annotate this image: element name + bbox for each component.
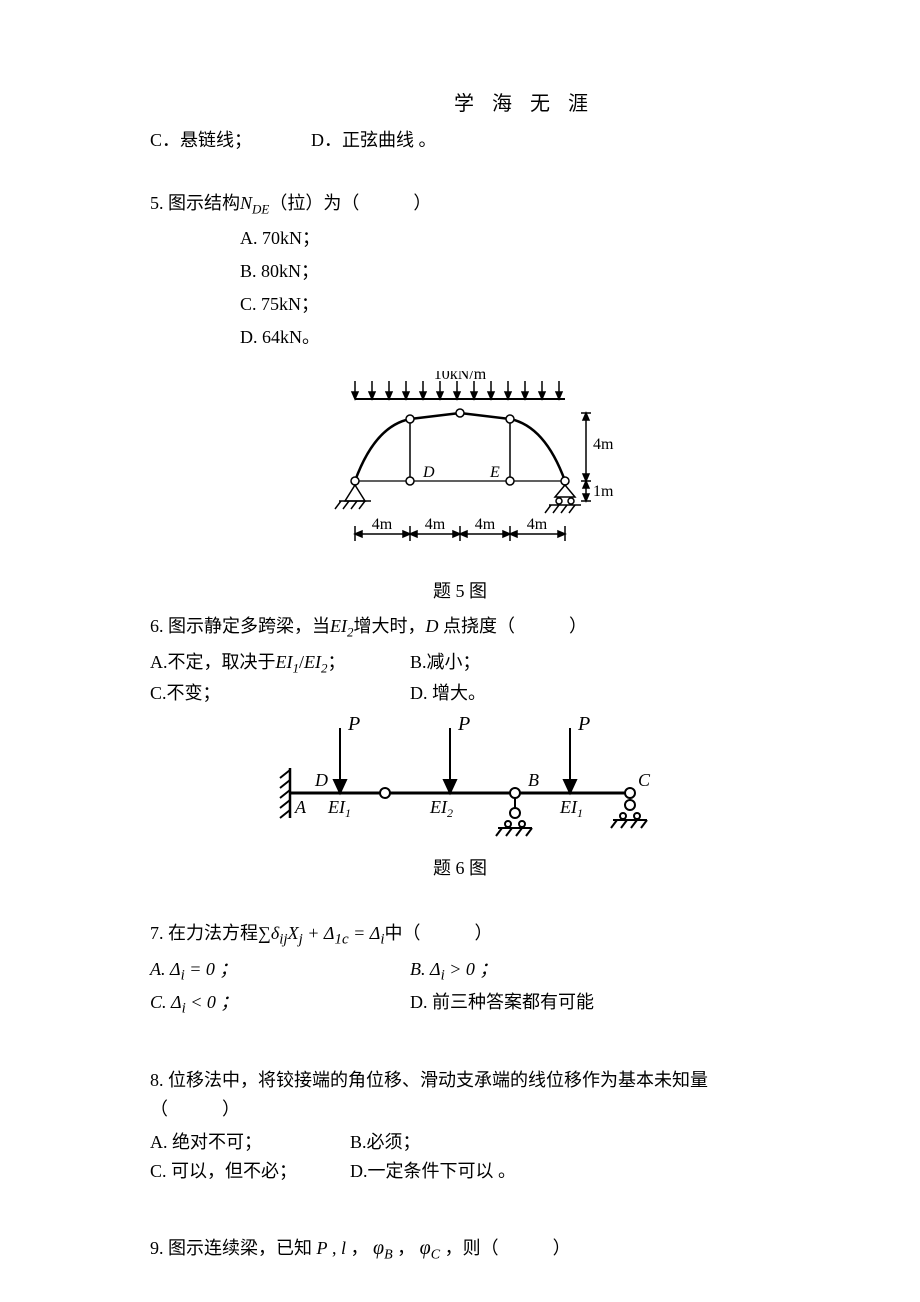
q4-opt-c: C．悬链线； [150, 130, 252, 150]
q5-pt-d: D [422, 464, 435, 481]
q9-stem: 9. 图示连续梁，已知 P , l ， φB ， φC ，则（ ） [150, 1232, 770, 1267]
q7-opt-a: A. Δi = 0 ； [150, 955, 410, 988]
q7-stem-pre: 7. 在力法方程 [150, 923, 258, 943]
q7-stem: 7. 在力法方程∑δijXj + Δ1c = Δi中（ ） [150, 919, 770, 952]
q6-a-pre: A.不定，取决于 [150, 652, 276, 672]
q7-stem-post: 中（ ） [385, 923, 493, 943]
q6-b: B [528, 770, 539, 790]
q6-p2: P [457, 713, 470, 735]
q9-phic: φ [420, 1237, 431, 1259]
q6-a: A [294, 797, 307, 817]
q6-ei1-r: EI1 [559, 797, 583, 820]
q5-pt-e: E [489, 464, 500, 481]
q7-formula: ∑δijXj + Δ1c = Δi [258, 923, 385, 943]
q6-ei2-m: EI2 [429, 797, 453, 820]
q6-opt-d: D. 增大。 [410, 679, 486, 708]
q9-phic-sub: C [431, 1247, 440, 1262]
q9-phib: φ [373, 1237, 384, 1259]
q5-figure: 10kN/m D E 4m 1m 4m 4m 4m 4m [295, 371, 625, 571]
q5-dim-v2: 1m [593, 483, 614, 500]
q6-stem-post: 点挠度（ ） [439, 616, 588, 636]
q6-ei1-l: EI1 [327, 797, 351, 820]
q6-p3: P [577, 713, 590, 735]
q6-opt-b: B.减小； [410, 648, 481, 679]
q9-comma2: ， [397, 1238, 415, 1258]
page-header: 学海无涯 [150, 88, 770, 120]
q5-opt-a: A. 70kN； [150, 224, 770, 253]
q4-options-cd: C．悬链线； D．正弦曲线 。 [150, 126, 770, 155]
q5-dim-h2: 4m [425, 516, 446, 533]
q5-load-label: 10kN/m [434, 371, 487, 383]
q9-l: l [341, 1238, 346, 1258]
q6-stem-d: D [426, 616, 439, 636]
q8-opt-d: D.一定条件下可以 。 [350, 1157, 516, 1186]
q5-var-sub: DE [252, 201, 269, 216]
q6-opt-a: A.不定，取决于EI1/EI2； [150, 648, 410, 679]
q6-p1: P [347, 713, 360, 735]
q5-dim-h1: 4m [372, 516, 393, 533]
q7-opt-c: C. Δi < 0 ； [150, 988, 410, 1021]
q5-dim-v1: 4m [593, 436, 614, 453]
q9-p: P [317, 1238, 328, 1258]
q6-fig-caption: 题 6 图 [150, 854, 770, 883]
q5-opt-b: B. 80kN； [150, 257, 770, 286]
q5-stem: 5. 图示结构NDE（拉）为（ ） [150, 189, 770, 220]
q5-fig-caption: 题 5 图 [150, 577, 770, 606]
q8-opt-c: C. 可以，但不必； [150, 1157, 350, 1186]
q6-a-ei2: EI [304, 652, 321, 672]
q5-stem-pre: 5. 图示结构 [150, 193, 240, 213]
q6-figure: P P P D A B C EI1 EI2 EI1 [260, 708, 660, 848]
q4-opt-d: D．正弦曲线 。 [311, 130, 437, 150]
q8-stem: 8. 位移法中，将铰接端的角位移、滑动支承端的线位移作为基本未知量（ ） [150, 1066, 770, 1124]
q5-var-n: N [240, 193, 252, 213]
q6-a-ei1: EI [276, 652, 293, 672]
q6-ei2: EI [330, 616, 347, 636]
q8-opt-b: B.必须； [350, 1128, 421, 1157]
q5-dim-h4: 4m [527, 516, 548, 533]
q5-dim-h3: 4m [475, 516, 496, 533]
q7-opt-d: D. 前三种答案都有可能 [410, 988, 594, 1021]
q6-opt-c: C.不变； [150, 679, 410, 708]
q6-a-post: ； [328, 652, 346, 672]
q9-stem-pre: 9. 图示连续梁，已知 [150, 1238, 312, 1258]
q8-opt-a: A. 绝对不可； [150, 1128, 350, 1157]
q6-stem: 6. 图示静定多跨梁，当EI2增大时，D 点挠度（ ） [150, 612, 770, 643]
q5-stem-post: （拉）为（ ） [269, 193, 431, 213]
q6-d: D [314, 770, 328, 790]
q7-opt-b: B. Δi > 0 ； [410, 955, 497, 988]
q6-stem-pre: 6. 图示静定多跨梁，当 [150, 616, 330, 636]
q9-phib-sub: B [384, 1247, 393, 1262]
q6-stem-mid: 增大时， [354, 616, 426, 636]
q5-opt-c: C. 75kN； [150, 290, 770, 319]
q9-comma1: ， [351, 1238, 369, 1258]
q9-stem-post: ，则（ ） [445, 1238, 571, 1258]
q5-opt-d: D. 64kN。 [150, 323, 770, 352]
q6-c: C [638, 770, 651, 790]
